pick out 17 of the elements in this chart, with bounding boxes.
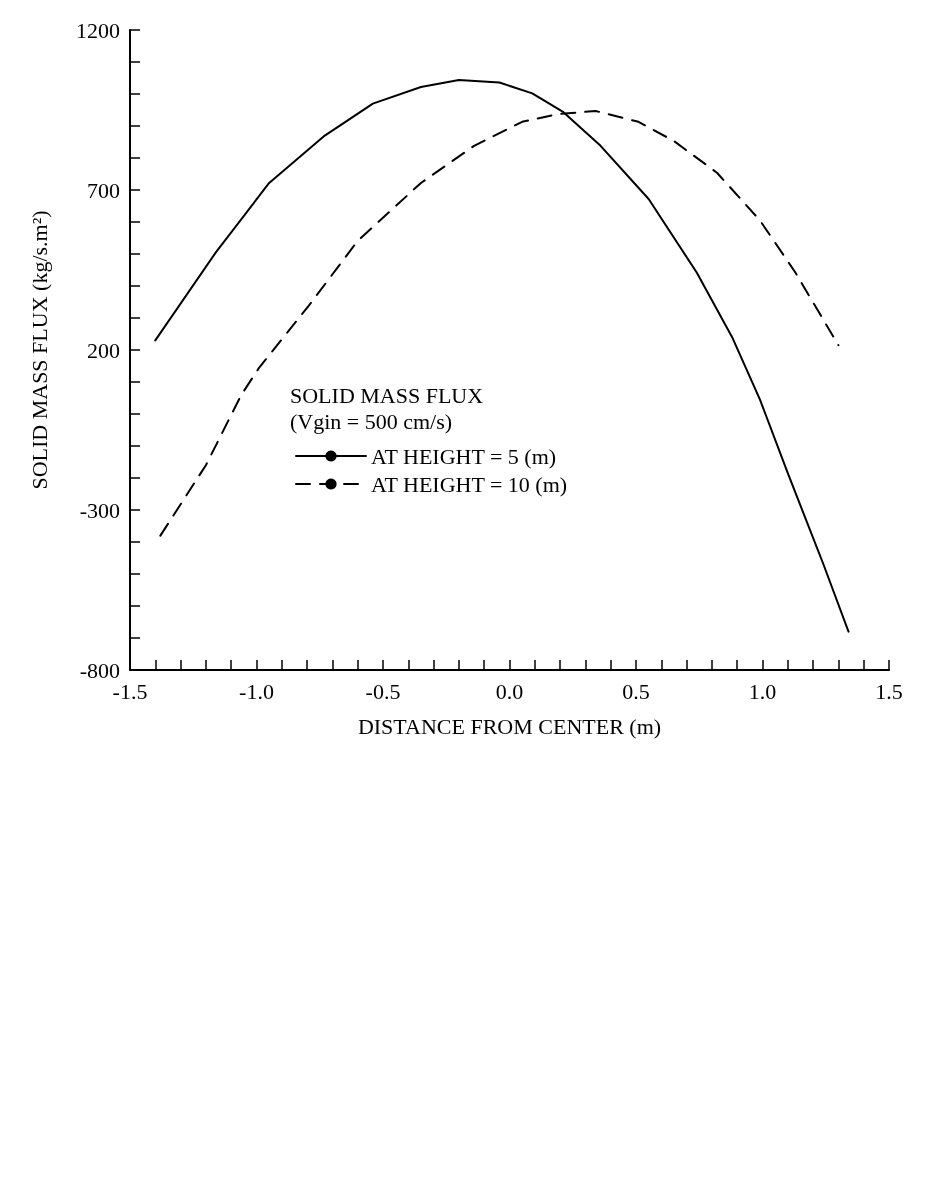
x-tick-label: 1.0	[748, 678, 777, 704]
y-tick-label: 200	[87, 337, 120, 363]
x-tick-label: -1.0	[239, 678, 274, 704]
y-tick-label: 700	[87, 177, 120, 203]
y-tick-label: -300	[79, 497, 120, 523]
legend-title: SOLID MASS FLUX (Vgin = 500 cm/s)	[290, 382, 484, 434]
legend-label: AT HEIGHT = 10 (m)	[371, 471, 568, 497]
x-tick-label: 0.5	[622, 678, 650, 704]
line-series	[159, 109, 840, 537]
x-tick-label: 0.0	[495, 678, 524, 704]
line-series	[154, 78, 850, 633]
x-tick-label: 1.5	[875, 678, 903, 704]
x-axis-title: DISTANCE FROM CENTER (m)	[357, 713, 662, 739]
legend-label: AT HEIGHT = 5 (m)	[371, 443, 557, 469]
y-axis-title: SOLID MASS FLUX (kg/s.m²)	[26, 210, 52, 490]
x-tick-label: -0.5	[365, 678, 401, 704]
y-tick-label: 1200	[76, 17, 120, 43]
